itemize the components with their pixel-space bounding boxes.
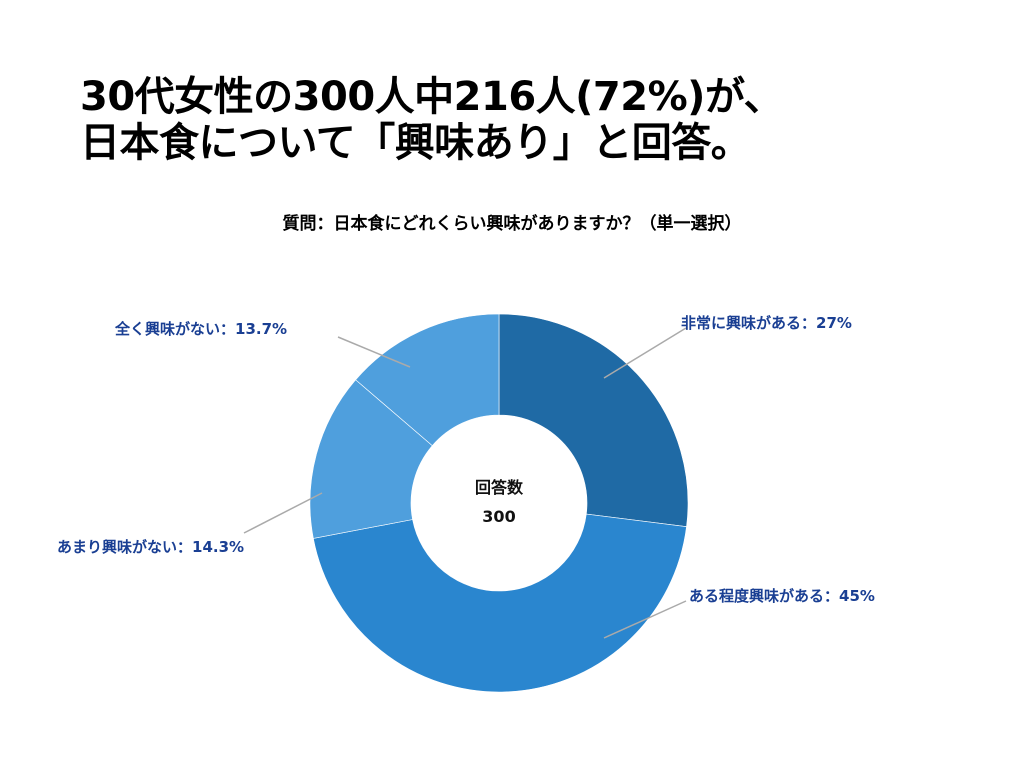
center-label: 回答数 [475, 478, 524, 497]
segment-label: 非常に興味がある：27% [681, 314, 852, 332]
donut-slice [355, 313, 500, 447]
leader-line [603, 327, 687, 379]
donut-slice [312, 513, 687, 693]
segment-label: 全く興味がない：13.7% [114, 320, 287, 338]
leader-line [337, 336, 411, 368]
headline: 30代女性の300人中216人(72%)が、 日本食について「興味あり」と回答。 [80, 74, 980, 166]
headline-line-1: 30代女性の300人中216人(72%)が、 [80, 74, 784, 120]
question-text: 質問：日本食にどれくらい興味がありますか？（単一選択） [282, 214, 742, 234]
donut-slice [498, 313, 689, 528]
donut-slices [309, 313, 689, 693]
leader-lines [243, 327, 687, 639]
segment-labels: 非常に興味がある：27% ある程度興味がある：45% あまり興味がない：14.3% 全… [57, 314, 875, 605]
segment-label: あまり興味がない：14.3% [57, 538, 244, 556]
leader-line [603, 600, 687, 639]
headline-line-2: 日本食について「興味あり」と回答。 [80, 120, 751, 166]
leader-line [243, 492, 323, 534]
center-value: 300 [482, 507, 515, 526]
segment-label: ある程度興味がある：45% [689, 587, 875, 605]
